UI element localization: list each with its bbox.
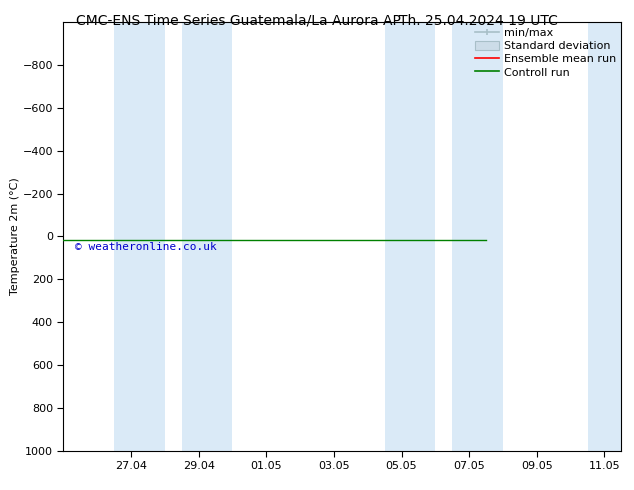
Legend: min/max, Standard deviation, Ensemble mean run, Controll run: min/max, Standard deviation, Ensemble me… [472, 25, 618, 80]
Text: © weatheronline.co.uk: © weatheronline.co.uk [75, 242, 216, 251]
Text: Th. 25.04.2024 19 UTC: Th. 25.04.2024 19 UTC [399, 14, 558, 28]
Bar [114, 22, 165, 451]
Text: CMC-ENS Time Series Guatemala/La Aurora AP: CMC-ENS Time Series Guatemala/La Aurora … [76, 14, 401, 28]
Bar [182, 22, 233, 451]
Y-axis label: Temperature 2m (°C): Temperature 2m (°C) [10, 177, 20, 295]
Bar [452, 22, 503, 451]
Bar [588, 22, 634, 451]
Bar [385, 22, 436, 451]
